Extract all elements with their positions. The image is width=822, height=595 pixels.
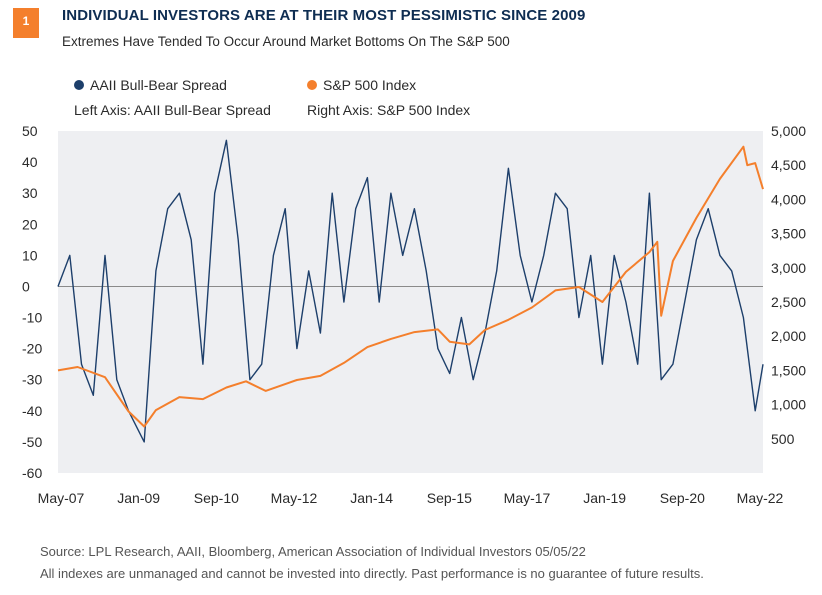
x-tick-label: May-07 bbox=[38, 490, 85, 506]
right-tick-label: 3,500 bbox=[771, 226, 806, 242]
legend-label-sp500: S&P 500 Index bbox=[323, 77, 417, 93]
x-tick-label: May-17 bbox=[504, 490, 551, 506]
left-axis-note: Left Axis: AAII Bull-Bear Spread bbox=[74, 102, 271, 118]
right-tick-label: 4,000 bbox=[771, 191, 806, 207]
legend-swatch-bull-bear bbox=[74, 80, 84, 90]
x-tick-label: Jan-19 bbox=[583, 490, 626, 506]
plot-area bbox=[58, 131, 763, 473]
left-tick-label: -20 bbox=[22, 341, 42, 357]
x-tick-label: May-22 bbox=[737, 490, 784, 506]
legend-item-sp500: S&P 500 Index bbox=[307, 77, 416, 93]
source-note: Source: LPL Research, AAII, Bloomberg, A… bbox=[40, 544, 586, 559]
series-layer bbox=[57, 139, 764, 443]
right-tick-label: 5,000 bbox=[771, 123, 806, 139]
left-tick-label: -40 bbox=[22, 403, 42, 419]
disclaimer-note: All indexes are unmanaged and cannot be … bbox=[40, 566, 704, 581]
left-tick-label: 0 bbox=[22, 278, 30, 294]
left-tick-label: -30 bbox=[22, 372, 42, 388]
right-tick-label: 2,000 bbox=[771, 328, 806, 344]
figure-number-badge: 1 bbox=[13, 8, 39, 38]
left-tick-label: -50 bbox=[22, 434, 42, 450]
x-tick-label: Jan-09 bbox=[117, 490, 160, 506]
legend-item-bull-bear: AAII Bull-Bear Spread bbox=[74, 77, 227, 93]
x-tick-label: Sep-10 bbox=[194, 490, 239, 506]
right-tick-label: 4,500 bbox=[771, 157, 806, 173]
left-tick-label: 10 bbox=[22, 247, 38, 263]
x-tick-label: Sep-15 bbox=[427, 490, 472, 506]
right-axis-note: Right Axis: S&P 500 Index bbox=[307, 102, 471, 118]
chart-title: INDIVIDUAL INVESTORS ARE AT THEIR MOST P… bbox=[62, 7, 586, 24]
chart-subtitle: Extremes Have Tended To Occur Around Mar… bbox=[62, 34, 510, 49]
x-tick-label: Sep-20 bbox=[660, 490, 705, 506]
left-tick-label: 40 bbox=[22, 154, 38, 170]
legend-swatch-sp500 bbox=[307, 80, 317, 90]
x-axis-ticks: May-07 Jan-09 Sep-10 May-12 Jan-14 Sep-15 May-… bbox=[38, 490, 784, 506]
left-tick-label: 30 bbox=[22, 185, 38, 201]
x-tick-label: Jan-14 bbox=[350, 490, 393, 506]
left-tick-label: 20 bbox=[22, 216, 38, 232]
left-axis-ticks: 50 40 30 20 10 0 -10 -20 -30 -40 -50 -60 bbox=[22, 123, 42, 481]
right-tick-label: 500 bbox=[771, 431, 795, 447]
right-tick-label: 1,500 bbox=[771, 362, 806, 378]
x-tick-label: May-12 bbox=[271, 490, 318, 506]
left-tick-label: 50 bbox=[22, 123, 38, 139]
left-tick-label: -60 bbox=[22, 465, 42, 481]
right-tick-label: 2,500 bbox=[771, 294, 806, 310]
left-tick-label: -10 bbox=[22, 310, 42, 326]
right-tick-label: 3,000 bbox=[771, 260, 806, 276]
legend-label-bull-bear: AAII Bull-Bear Spread bbox=[90, 77, 227, 93]
right-axis-ticks: 5,000 4,500 4,000 3,500 3,000 2,500 2,000 1,500… bbox=[771, 123, 806, 447]
series-line-bull-bear bbox=[57, 139, 764, 443]
series-line-sp500 bbox=[57, 145, 764, 428]
right-tick-label: 1,000 bbox=[771, 397, 806, 413]
